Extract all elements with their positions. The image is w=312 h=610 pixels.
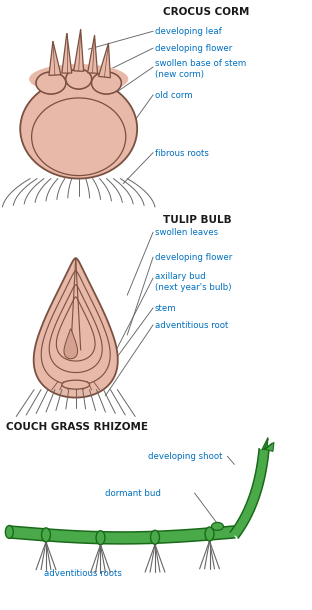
Polygon shape (88, 35, 98, 73)
Polygon shape (9, 526, 235, 544)
Text: swollen leaves: swollen leaves (155, 228, 218, 237)
Ellipse shape (205, 527, 214, 541)
Polygon shape (99, 43, 110, 77)
Text: fibrous roots: fibrous roots (155, 149, 209, 158)
Text: stem: stem (155, 304, 177, 313)
Ellipse shape (92, 72, 121, 94)
Text: developing shoot: developing shoot (148, 453, 222, 461)
Ellipse shape (20, 79, 137, 179)
Polygon shape (262, 437, 268, 450)
Ellipse shape (151, 530, 159, 544)
Ellipse shape (5, 525, 13, 539)
Text: axillary bud
(next year's bulb): axillary bud (next year's bulb) (155, 272, 232, 292)
Ellipse shape (96, 531, 105, 545)
Ellipse shape (212, 522, 223, 530)
Ellipse shape (62, 380, 90, 389)
Polygon shape (49, 41, 61, 76)
Ellipse shape (92, 72, 121, 94)
Text: dormant bud: dormant bud (105, 489, 161, 498)
Polygon shape (230, 449, 269, 538)
Polygon shape (265, 442, 274, 451)
Text: adventitious roots: adventitious roots (44, 569, 122, 578)
Ellipse shape (29, 64, 128, 94)
Ellipse shape (41, 528, 51, 542)
Polygon shape (62, 33, 72, 73)
Polygon shape (74, 29, 84, 71)
Ellipse shape (66, 69, 92, 89)
Ellipse shape (36, 72, 66, 94)
Text: adventitious root: adventitious root (155, 321, 228, 330)
Polygon shape (64, 329, 78, 359)
Polygon shape (34, 258, 118, 398)
Text: developing flower: developing flower (155, 44, 232, 53)
Text: developing leaf: developing leaf (155, 27, 222, 36)
Ellipse shape (36, 72, 66, 94)
Text: old corm: old corm (155, 91, 193, 100)
Text: swollen base of stem
(new corm): swollen base of stem (new corm) (155, 59, 246, 79)
Text: TULIP BULB: TULIP BULB (163, 215, 232, 226)
Text: developing flower: developing flower (155, 253, 232, 262)
Ellipse shape (66, 69, 92, 89)
Text: CROCUS CORM: CROCUS CORM (163, 7, 249, 17)
Text: COUCH GRASS RHIZOME: COUCH GRASS RHIZOME (6, 423, 148, 432)
